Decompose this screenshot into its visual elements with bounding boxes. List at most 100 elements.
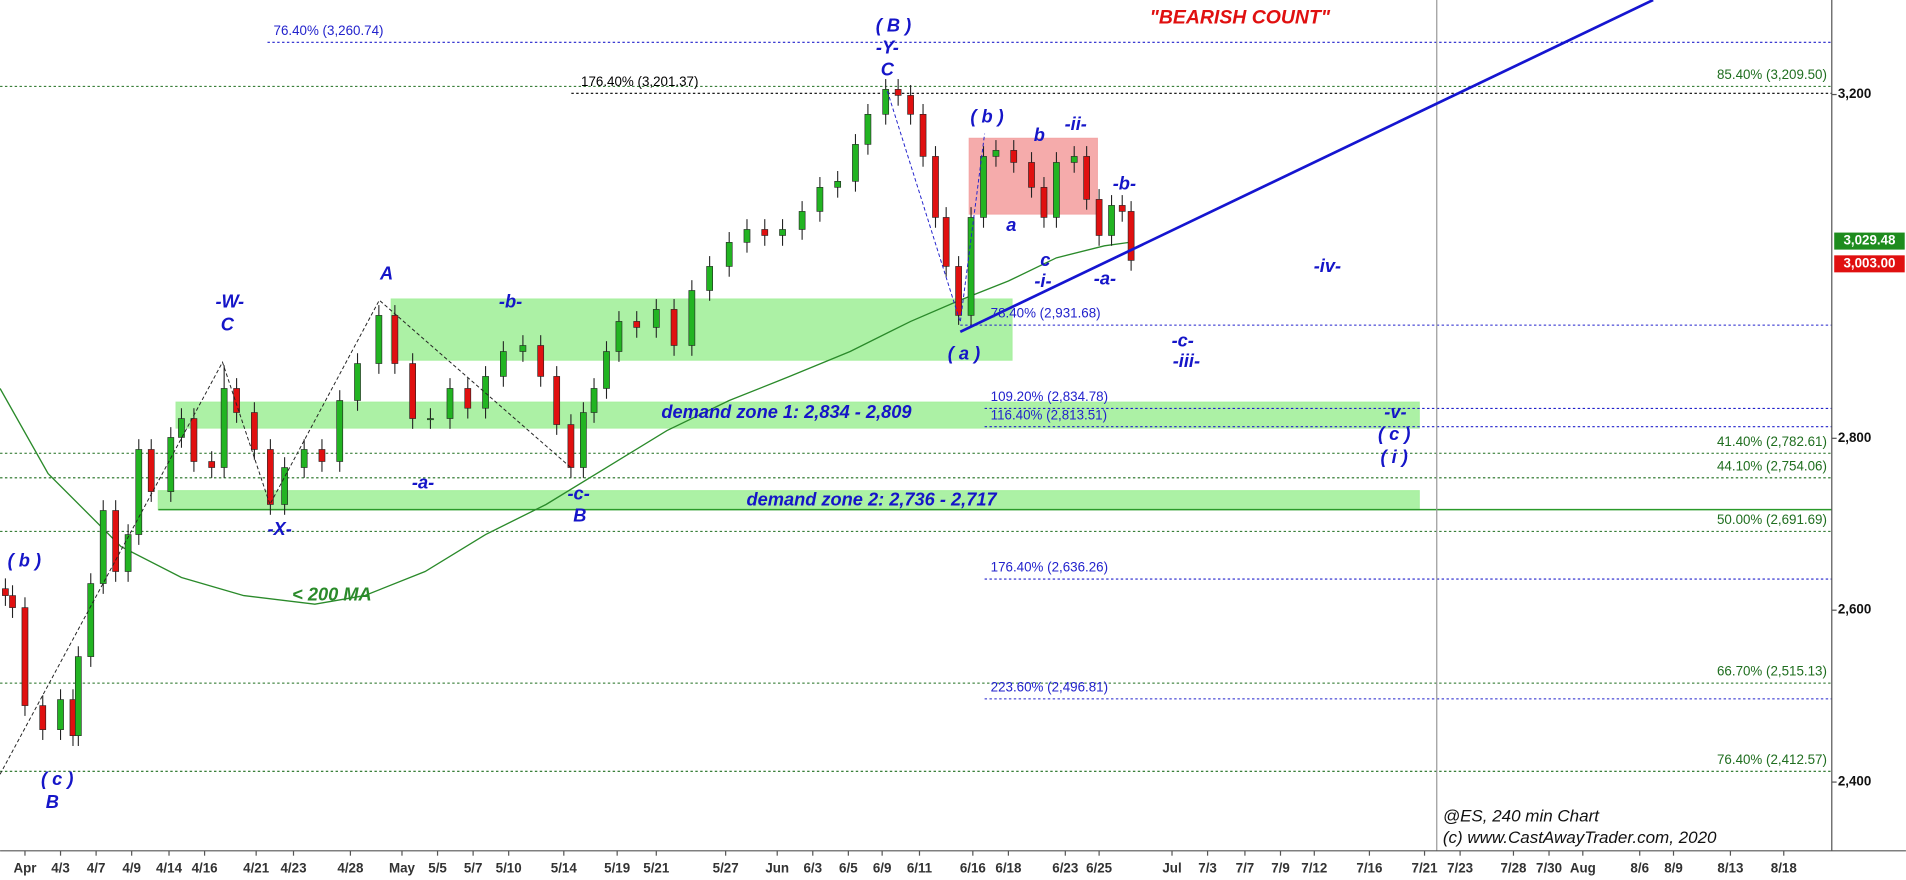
wave-label: -c- bbox=[567, 483, 589, 504]
x-tick-label: 6/9 bbox=[873, 861, 892, 876]
wave-label: A bbox=[379, 263, 393, 284]
wave-label: -X- bbox=[267, 518, 291, 539]
candle-body bbox=[633, 321, 641, 328]
candle-body bbox=[932, 156, 939, 218]
candle-body bbox=[919, 113, 927, 157]
candle-body bbox=[99, 510, 107, 584]
y-tick-label: 2,600 bbox=[1838, 602, 1871, 617]
wave-label: -c- bbox=[1172, 329, 1194, 350]
candle-body bbox=[743, 229, 751, 243]
zone bbox=[390, 298, 1013, 361]
x-tick-label: Jun bbox=[765, 861, 789, 876]
candle-body bbox=[1070, 156, 1078, 163]
candle-body bbox=[816, 187, 824, 212]
candle-body bbox=[464, 388, 472, 409]
price-tag-label: 3,029.48 bbox=[1843, 233, 1896, 248]
candle-body bbox=[482, 376, 489, 409]
chart-title: "BEARISH COUNT" bbox=[1150, 6, 1331, 28]
candle-body bbox=[427, 418, 434, 421]
zone bbox=[175, 401, 1420, 429]
candle-body bbox=[251, 412, 258, 450]
candle-body bbox=[124, 534, 132, 572]
wave-line bbox=[886, 91, 986, 323]
levels-layer bbox=[0, 41, 1832, 772]
candle-body bbox=[500, 351, 507, 377]
x-tick-label: 7/16 bbox=[1356, 861, 1382, 876]
x-tick-label: 6/3 bbox=[803, 861, 822, 876]
candle-body bbox=[590, 388, 598, 413]
wave-label: -b- bbox=[499, 290, 522, 311]
zones-layer bbox=[157, 137, 1832, 511]
candle-body bbox=[1108, 205, 1115, 236]
x-tick-label: 5/27 bbox=[713, 861, 739, 876]
x-tick-label: 5/21 bbox=[643, 861, 670, 876]
candle-body bbox=[1118, 205, 1126, 212]
candle-body bbox=[39, 705, 47, 730]
candle-body bbox=[178, 418, 185, 438]
wave-label: ( b ) bbox=[8, 549, 41, 570]
candle-body bbox=[779, 229, 786, 236]
candle-body bbox=[706, 266, 713, 291]
candle-body bbox=[1095, 199, 1103, 236]
level-label: 85.40% (3,209.50) bbox=[1717, 67, 1827, 82]
candle-body bbox=[907, 95, 914, 115]
wave-label: ( c ) bbox=[1378, 423, 1410, 444]
level-label: 109.20% (2,834.78) bbox=[991, 389, 1108, 404]
zone-label: demand zone 1: 2,834 - 2,809 bbox=[661, 401, 912, 422]
wave-label: -a- bbox=[1094, 267, 1116, 288]
lines-layer bbox=[0, 0, 1654, 775]
x-tick-label: 5/10 bbox=[496, 861, 522, 876]
candle-body bbox=[267, 449, 274, 505]
candle-body bbox=[220, 388, 228, 468]
candle-body bbox=[980, 156, 987, 218]
x-tick-label: 7/7 bbox=[1236, 861, 1255, 876]
price-tag bbox=[1834, 255, 1905, 273]
candle-body bbox=[9, 595, 16, 608]
candle-body bbox=[553, 376, 561, 425]
wave-label: B bbox=[573, 504, 586, 525]
x-tick-label: 4/14 bbox=[156, 861, 183, 876]
candle-body bbox=[87, 583, 95, 657]
wave-label: -b- bbox=[1113, 173, 1136, 194]
candle-body bbox=[2, 588, 9, 596]
candle-body bbox=[190, 418, 198, 462]
x-tick-label: 7/28 bbox=[1500, 861, 1527, 876]
candle-body bbox=[798, 211, 806, 230]
y-tick-label: 3,200 bbox=[1838, 86, 1871, 101]
ma-layer bbox=[0, 241, 1130, 605]
candle-body bbox=[318, 449, 326, 462]
x-tick-label: 4/7 bbox=[87, 861, 106, 876]
candle-body bbox=[391, 315, 399, 364]
x-tick-label: 4/23 bbox=[280, 861, 306, 876]
x-tick-label: 7/21 bbox=[1412, 861, 1439, 876]
candle-body bbox=[409, 363, 416, 419]
wave-label: ( B ) bbox=[876, 15, 911, 36]
candle-body bbox=[688, 290, 696, 346]
wave-label: ( a ) bbox=[948, 343, 980, 364]
x-tick-label: Jul bbox=[1162, 861, 1181, 876]
moving-average-label: < 200 MA bbox=[292, 583, 372, 604]
candle-body bbox=[615, 321, 623, 352]
candle-body bbox=[725, 242, 733, 267]
level-label: 78.40% (2,931.68) bbox=[991, 306, 1101, 321]
level-label: 176.40% (2,636.26) bbox=[991, 560, 1108, 575]
source-note: (c) www.CastAwayTrader.com, 2020 bbox=[1443, 828, 1717, 847]
candle-body bbox=[1053, 162, 1060, 218]
candle-body bbox=[1083, 156, 1090, 200]
x-tick-label: 7/30 bbox=[1536, 861, 1562, 876]
candle-body bbox=[1040, 187, 1048, 218]
x-tick-label: 5/19 bbox=[604, 861, 630, 876]
x-tick-label: 7/23 bbox=[1447, 861, 1473, 876]
candle-body bbox=[446, 388, 454, 419]
wave-label: C bbox=[881, 58, 895, 79]
x-tick-label: 5/7 bbox=[464, 861, 483, 876]
candle-body bbox=[167, 437, 175, 492]
wave-label: B bbox=[46, 791, 59, 812]
wave-label: -i- bbox=[1034, 270, 1051, 291]
candle-body bbox=[519, 345, 527, 352]
candle-body bbox=[537, 345, 545, 377]
wave-line bbox=[0, 299, 572, 775]
wave-label: ( b ) bbox=[970, 106, 1003, 127]
